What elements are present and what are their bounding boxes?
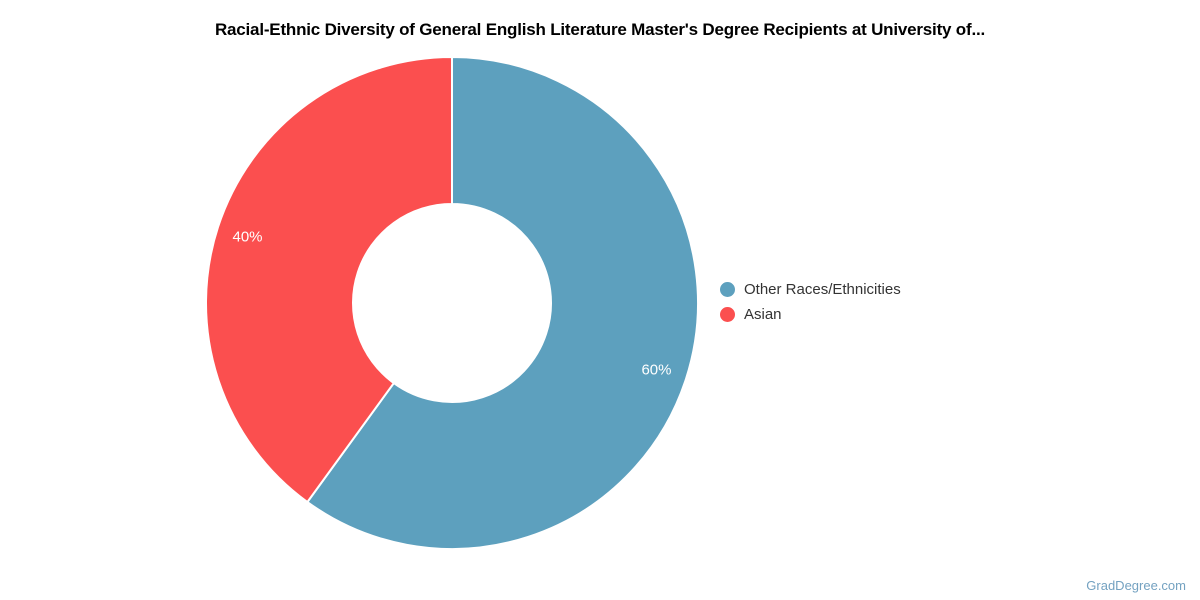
slice-data-label-other-races-ethnicities: 60% — [641, 361, 671, 378]
legend-item-asian[interactable]: Asian — [720, 304, 901, 325]
watermark-link[interactable]: GradDegree.com — [1086, 578, 1186, 593]
legend-item-other-races-ethnicities[interactable]: Other Races/Ethnicities — [720, 279, 901, 300]
chart-title: Racial-Ethnic Diversity of General Engli… — [214, 20, 986, 39]
slice-data-label-asian: 40% — [233, 229, 263, 246]
chart-legend: Other Races/Ethnicities Asian — [720, 279, 901, 325]
legend-label-asian: Asian — [744, 306, 782, 323]
pie-slice-asian[interactable] — [205, 55, 453, 504]
legend-label-other-races-ethnicities: Other Races/Ethnicities — [744, 281, 901, 298]
legend-dot-asian — [720, 307, 735, 322]
legend-dot-other-races-ethnicities — [720, 282, 735, 297]
pie-slice-other-races-ethnicities[interactable] — [306, 55, 699, 550]
